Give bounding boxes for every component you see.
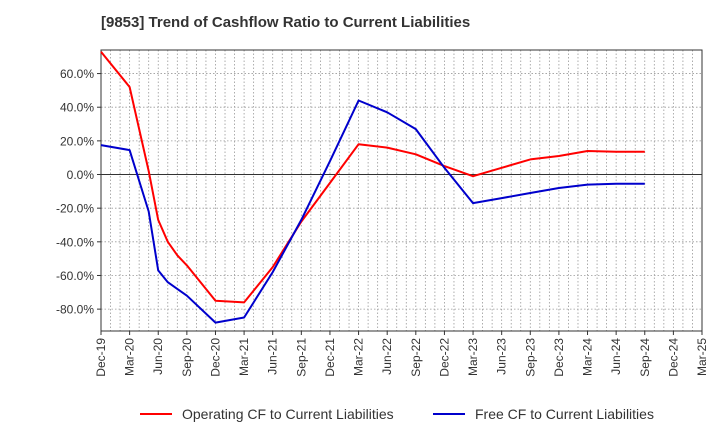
x-tick-label: Mar-20 bbox=[123, 338, 137, 376]
legend-label-2: Free CF to Current Liabilities bbox=[475, 406, 654, 422]
x-tick-label: Jun-23 bbox=[495, 338, 509, 375]
x-tick-label: Dec-22 bbox=[437, 338, 451, 377]
series-line-2 bbox=[100, 99, 645, 324]
chart-title: [9853] Trend of Cashflow Ratio to Curren… bbox=[101, 14, 471, 31]
y-tick-label: 20.0% bbox=[60, 134, 94, 148]
x-tick-label: Mar-21 bbox=[237, 338, 251, 376]
y-tick-label: -80.0% bbox=[56, 303, 94, 317]
x-tick-label: Jun-24 bbox=[609, 338, 623, 375]
y-tick-label: 60.0% bbox=[60, 67, 94, 81]
x-tick-label: Mar-24 bbox=[581, 338, 595, 376]
x-tick-label: Sep-22 bbox=[409, 338, 423, 377]
series-line-1 bbox=[100, 51, 645, 304]
x-tick-label: Dec-24 bbox=[666, 338, 680, 377]
axis-layer: -80.0% -60.0% -40.0% -20.0% 0.0% 20.0% 40.0% 60… bbox=[56, 49, 709, 377]
x-tick-label: Jun-21 bbox=[266, 338, 280, 375]
x-tick-label: Dec-19 bbox=[94, 338, 108, 377]
y-tick-label: -60.0% bbox=[56, 269, 94, 283]
x-tick-label: Dec-23 bbox=[552, 338, 566, 377]
x-tick-label: Jun-22 bbox=[380, 338, 394, 375]
x-tick-label: Mar-23 bbox=[466, 338, 480, 376]
grid-layer bbox=[100, 50, 703, 331]
x-tick-label: Sep-21 bbox=[294, 338, 308, 377]
legend: Operating CF to Current Liabilities Free … bbox=[140, 406, 654, 422]
series-layer bbox=[100, 51, 645, 324]
y-tick-label: -40.0% bbox=[56, 235, 94, 249]
legend-label-1: Operating CF to Current Liabilities bbox=[182, 406, 394, 422]
x-tick-label: Dec-20 bbox=[208, 338, 222, 377]
x-tick-label: Sep-20 bbox=[180, 338, 194, 377]
x-tick-label: Jun-20 bbox=[151, 338, 165, 375]
y-tick-label: -20.0% bbox=[56, 202, 94, 216]
x-tick-label: Dec-21 bbox=[323, 338, 337, 377]
plot-frame bbox=[100, 49, 703, 332]
x-tick-label: Mar-22 bbox=[352, 338, 366, 376]
y-tick-label: 0.0% bbox=[67, 168, 95, 182]
x-tick-label: Mar-25 bbox=[695, 338, 709, 376]
x-tick-label: Sep-23 bbox=[523, 338, 537, 377]
y-tick-label: 40.0% bbox=[60, 101, 94, 115]
x-tick-label: Sep-24 bbox=[638, 338, 652, 377]
